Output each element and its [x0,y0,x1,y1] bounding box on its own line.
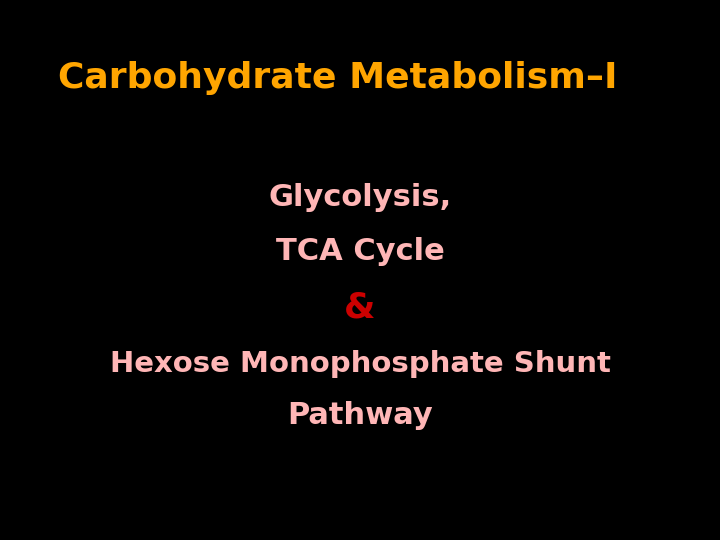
Text: Pathway: Pathway [287,401,433,430]
Text: Carbohydrate Metabolism–I: Carbohydrate Metabolism–I [58,62,617,95]
Text: Hexose Monophosphate Shunt: Hexose Monophosphate Shunt [109,350,611,379]
Text: TCA Cycle: TCA Cycle [276,237,444,266]
Text: Glycolysis,: Glycolysis, [269,183,451,212]
Text: &: & [344,291,376,325]
